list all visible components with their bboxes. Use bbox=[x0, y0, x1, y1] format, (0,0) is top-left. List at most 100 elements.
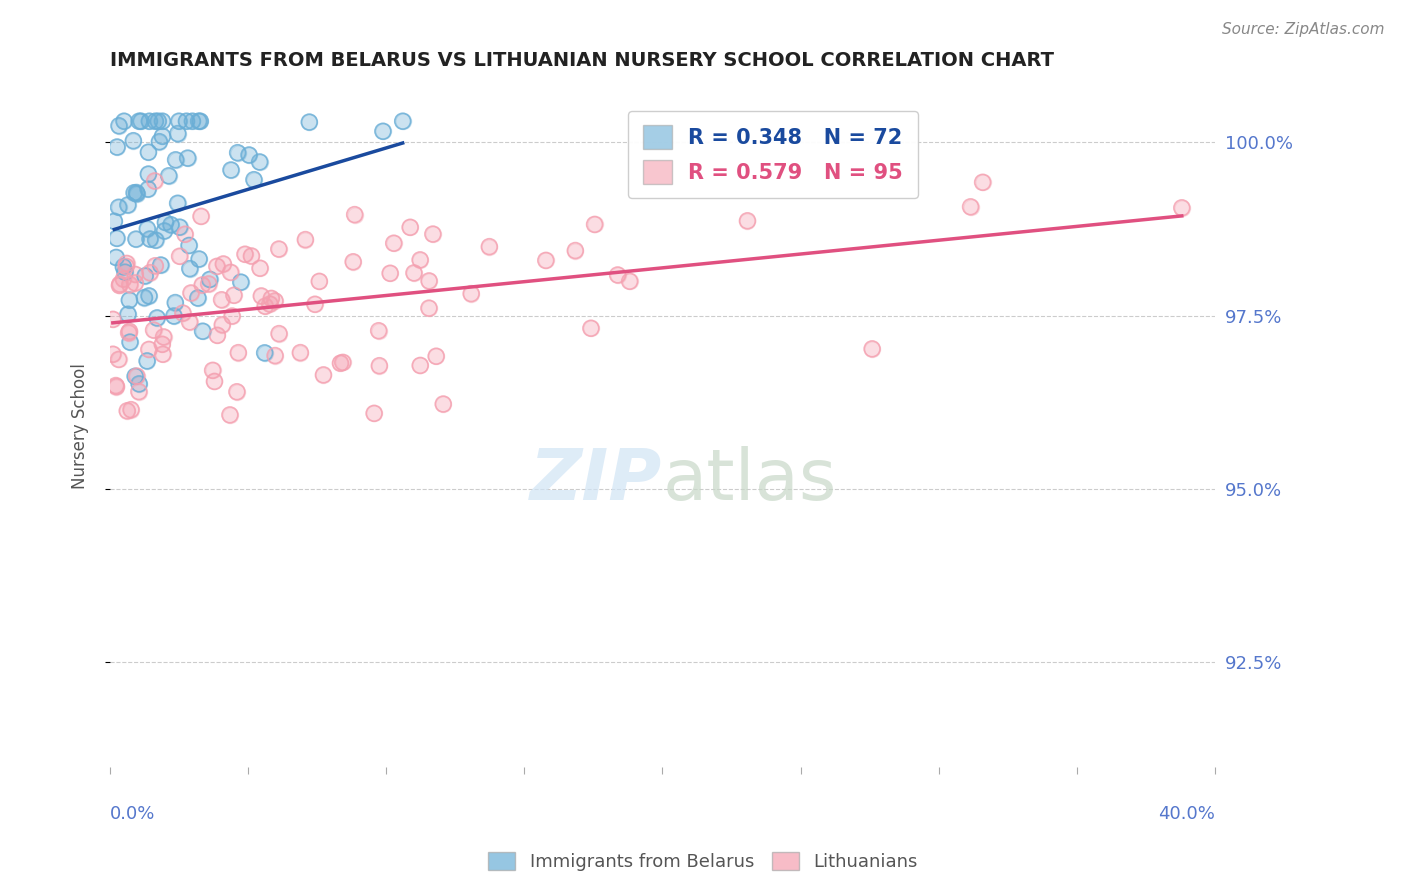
Point bbox=[432, 397, 454, 411]
Point bbox=[221, 309, 243, 323]
Point bbox=[254, 299, 277, 313]
Point bbox=[108, 278, 131, 293]
Point bbox=[105, 231, 128, 245]
Point bbox=[290, 345, 312, 359]
Point bbox=[179, 261, 201, 276]
Point bbox=[145, 233, 167, 247]
Point bbox=[382, 236, 405, 251]
Point bbox=[152, 330, 174, 344]
Point bbox=[219, 163, 242, 178]
Point bbox=[117, 326, 139, 340]
Point bbox=[165, 153, 187, 167]
Point bbox=[191, 278, 214, 293]
Point bbox=[117, 307, 139, 321]
Point bbox=[180, 285, 202, 300]
Point bbox=[115, 404, 138, 418]
Point bbox=[188, 114, 211, 128]
Point bbox=[112, 272, 135, 286]
Point bbox=[959, 200, 981, 214]
Point bbox=[138, 167, 160, 181]
Point bbox=[153, 224, 176, 238]
Point bbox=[152, 347, 174, 361]
Point bbox=[155, 215, 177, 229]
Point bbox=[233, 247, 256, 261]
Point bbox=[105, 231, 128, 245]
Legend: R = 0.348   N = 72, R = 0.579   N = 95: R = 0.348 N = 72, R = 0.579 N = 95 bbox=[628, 111, 918, 198]
Point bbox=[619, 274, 641, 288]
Point bbox=[378, 266, 401, 280]
Point bbox=[1171, 201, 1194, 215]
Point bbox=[264, 349, 287, 363]
Point bbox=[332, 355, 354, 369]
Point bbox=[122, 134, 145, 148]
Point bbox=[143, 259, 166, 273]
Point bbox=[125, 232, 148, 246]
Point bbox=[222, 288, 245, 302]
Point bbox=[402, 266, 425, 280]
Point bbox=[108, 277, 131, 292]
Point bbox=[264, 293, 287, 308]
Point bbox=[136, 221, 159, 235]
Point bbox=[150, 337, 173, 351]
Point bbox=[118, 335, 141, 350]
Point bbox=[166, 196, 188, 211]
Point bbox=[115, 260, 138, 274]
Point bbox=[101, 312, 124, 326]
Point bbox=[152, 114, 174, 128]
Point bbox=[128, 114, 150, 128]
Point bbox=[312, 368, 335, 382]
Point bbox=[534, 253, 557, 268]
Point bbox=[107, 200, 129, 214]
Point bbox=[118, 277, 141, 292]
Point bbox=[190, 210, 212, 224]
Point bbox=[207, 328, 229, 343]
Point bbox=[606, 268, 628, 282]
Point bbox=[148, 135, 170, 149]
Point bbox=[160, 218, 183, 232]
Point bbox=[233, 247, 256, 261]
Point bbox=[422, 227, 444, 241]
Point bbox=[128, 114, 150, 128]
Point bbox=[304, 297, 326, 311]
Point bbox=[101, 312, 124, 326]
Point bbox=[391, 114, 413, 128]
Point bbox=[250, 289, 273, 303]
Point bbox=[860, 342, 883, 356]
Point bbox=[579, 321, 602, 335]
Point bbox=[179, 315, 201, 329]
Point bbox=[124, 369, 146, 384]
Point bbox=[136, 354, 159, 368]
Point bbox=[166, 127, 188, 141]
Point bbox=[148, 114, 170, 128]
Text: IMMIGRANTS FROM BELARUS VS LITHUANIAN NURSERY SCHOOL CORRELATION CHART: IMMIGRANTS FROM BELARUS VS LITHUANIAN NU… bbox=[110, 51, 1054, 70]
Point bbox=[211, 318, 233, 332]
Point bbox=[179, 315, 201, 329]
Text: ZIP: ZIP bbox=[530, 447, 662, 516]
Point bbox=[148, 135, 170, 149]
Point bbox=[342, 254, 364, 268]
Point bbox=[146, 310, 169, 325]
Point bbox=[205, 260, 228, 274]
Point bbox=[120, 402, 142, 417]
Point bbox=[104, 378, 127, 392]
Point bbox=[105, 140, 128, 154]
Point bbox=[259, 297, 281, 311]
Point bbox=[103, 214, 125, 228]
Point bbox=[191, 324, 214, 338]
Point bbox=[112, 114, 135, 128]
Point bbox=[332, 355, 354, 369]
Point bbox=[583, 218, 606, 232]
Point bbox=[115, 404, 138, 418]
Point bbox=[198, 272, 221, 286]
Point bbox=[112, 272, 135, 286]
Point bbox=[619, 274, 641, 288]
Point bbox=[219, 408, 242, 422]
Point bbox=[399, 220, 422, 235]
Point bbox=[166, 196, 188, 211]
Point bbox=[260, 292, 283, 306]
Point bbox=[363, 406, 385, 420]
Point bbox=[138, 289, 160, 303]
Point bbox=[190, 210, 212, 224]
Point bbox=[460, 286, 482, 301]
Point bbox=[103, 214, 125, 228]
